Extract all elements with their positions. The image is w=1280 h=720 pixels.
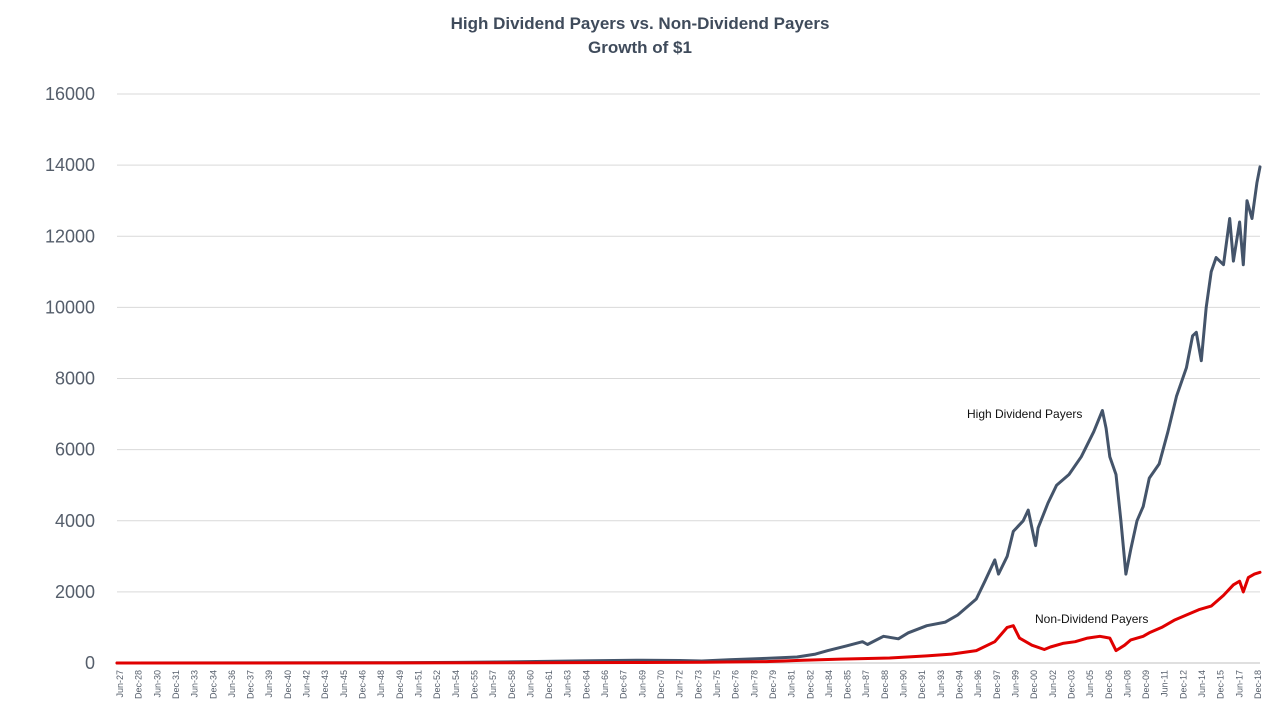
- x-tick-label: Jun-87: [861, 670, 871, 698]
- x-tick-label: Jun-75: [712, 670, 722, 698]
- x-tick-label: Dec-31: [171, 670, 181, 699]
- x-tick-label: Jun-81: [787, 670, 797, 698]
- x-tick-label: Dec-61: [544, 670, 554, 699]
- chart-title: High Dividend Payers vs. Non-Dividend Pa…: [0, 12, 1280, 60]
- x-axis-ticks: Jun-27 Dec-28 Jun-30 Dec-31 Jun-33 Dec-34 Jun-…: [115, 670, 1263, 699]
- x-tick-label: Jun-48: [376, 670, 386, 698]
- x-tick-label: Jun-08: [1122, 670, 1132, 698]
- x-tick-label: Dec-76: [731, 670, 741, 699]
- x-tick-label: Dec-18: [1253, 670, 1263, 699]
- x-tick-label: Dec-97: [992, 670, 1002, 699]
- x-tick-label: Dec-85: [843, 670, 853, 699]
- x-tick-label: Dec-40: [283, 670, 293, 699]
- x-tick-label: Jun-17: [1234, 670, 1244, 698]
- gridlines: [117, 93, 1260, 664]
- chart-title-line1: High Dividend Payers vs. Non-Dividend Pa…: [450, 14, 830, 33]
- y-tick-label: 8000: [55, 369, 95, 389]
- x-tick-label: Dec-09: [1141, 670, 1151, 699]
- x-tick-label: Jun-93: [936, 670, 946, 698]
- y-tick-label: 10000: [45, 297, 95, 317]
- x-tick-label: Dec-15: [1216, 670, 1226, 699]
- x-tick-label: Dec-70: [656, 670, 666, 699]
- x-tick-label: Jun-72: [675, 670, 685, 698]
- x-tick-label: Dec-12: [1178, 670, 1188, 699]
- x-tick-label: Jun-39: [264, 670, 274, 698]
- x-tick-label: Jun-27: [115, 670, 125, 698]
- series-line: [115, 570, 1262, 665]
- x-tick-label: Dec-91: [917, 670, 927, 699]
- x-tick-label: Jun-05: [1085, 670, 1095, 698]
- x-tick-label: Jun-51: [413, 670, 423, 698]
- x-tick-label: Dec-06: [1104, 670, 1114, 699]
- x-tick-label: Jun-99: [1010, 670, 1020, 698]
- x-tick-label: Dec-46: [358, 670, 368, 699]
- y-tick-label: 12000: [45, 226, 95, 246]
- x-tick-label: Jun-66: [600, 670, 610, 698]
- x-tick-label: Jun-90: [899, 670, 909, 698]
- x-tick-label: Jun-84: [824, 670, 834, 698]
- y-axis-ticks: 0 2000 4000 6000 8000 10000 12000 14000 16000: [45, 84, 95, 673]
- x-tick-label: Jun-57: [488, 670, 498, 698]
- x-tick-label: Dec-00: [1029, 670, 1039, 699]
- x-tick-label: Dec-37: [246, 670, 256, 699]
- x-tick-label: Dec-82: [805, 670, 815, 699]
- x-tick-label: Jun-14: [1197, 670, 1207, 698]
- x-tick-label: Dec-28: [134, 670, 144, 699]
- x-tick-label: Jun-42: [302, 670, 312, 698]
- x-tick-label: Dec-67: [619, 670, 629, 699]
- x-tick-label: Dec-88: [880, 670, 890, 699]
- x-tick-label: Dec-94: [955, 670, 965, 699]
- x-tick-label: Jun-11: [1160, 670, 1170, 697]
- series-line: [115, 165, 1262, 665]
- x-tick-label: Jun-63: [563, 670, 573, 698]
- y-tick-label: 6000: [55, 440, 95, 460]
- x-tick-label: Jun-30: [152, 670, 162, 698]
- chart-title-line2: Growth of $1: [588, 38, 692, 57]
- x-tick-label: Dec-49: [395, 670, 405, 699]
- y-tick-label: 14000: [45, 155, 95, 175]
- x-tick-label: Dec-52: [432, 670, 442, 699]
- y-tick-label: 2000: [55, 582, 95, 602]
- x-tick-label: Jun-60: [525, 670, 535, 698]
- x-tick-label: Jun-69: [637, 670, 647, 698]
- x-tick-label: Dec-79: [768, 670, 778, 699]
- y-tick-label: 0: [85, 653, 95, 673]
- x-tick-label: Dec-73: [693, 670, 703, 699]
- x-tick-label: Dec-64: [581, 670, 591, 699]
- x-tick-label: Dec-58: [507, 670, 517, 699]
- x-tick-label: Jun-45: [339, 670, 349, 698]
- x-tick-label: Jun-36: [227, 670, 237, 698]
- annotations: High Dividend Payers Non-Dividend Payers: [967, 407, 1148, 626]
- x-tick-label: Jun-33: [190, 670, 200, 698]
- x-tick-label: Dec-03: [1066, 670, 1076, 699]
- x-tick-label: Jun-54: [451, 670, 461, 698]
- y-tick-label: 16000: [45, 84, 95, 104]
- x-tick-label: Dec-34: [208, 670, 218, 699]
- series-annotation: Non-Dividend Payers: [1035, 612, 1148, 626]
- x-tick-label: Jun-78: [749, 670, 759, 698]
- x-tick-label: Dec-55: [469, 670, 479, 699]
- series-annotation: High Dividend Payers: [967, 407, 1082, 421]
- y-tick-label: 4000: [55, 511, 95, 531]
- x-tick-label: Jun-02: [1048, 670, 1058, 698]
- x-tick-label: Dec-43: [320, 670, 330, 699]
- x-tick-label: Jun-96: [973, 670, 983, 698]
- series-lines: [115, 165, 1262, 665]
